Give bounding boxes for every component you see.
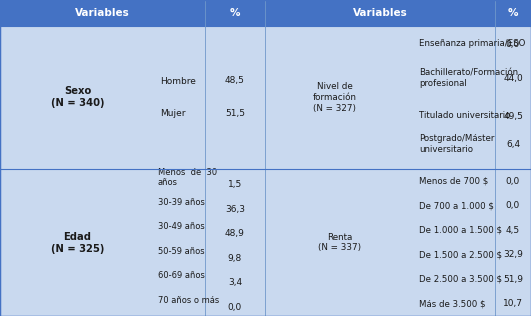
Text: 0,0: 0,0 [506, 201, 520, 210]
Text: 9,8: 9,8 [228, 254, 242, 263]
Text: %: % [230, 8, 240, 18]
Text: 70 años o más: 70 años o más [158, 295, 219, 305]
Text: Menos de 700 $: Menos de 700 $ [419, 177, 489, 186]
Text: De 1.000 a 1.500 $: De 1.000 a 1.500 $ [419, 226, 502, 235]
Text: De 2.500 a 3.500 $: De 2.500 a 3.500 $ [419, 275, 502, 284]
Text: Sexo
(N = 340): Sexo (N = 340) [51, 87, 104, 108]
Text: Nivel de
formación
(N = 327): Nivel de formación (N = 327) [313, 82, 357, 113]
Text: 30-39 años: 30-39 años [158, 198, 204, 207]
Text: Renta
(N = 337): Renta (N = 337) [319, 233, 362, 252]
Text: Mujer: Mujer [160, 110, 186, 118]
Text: 32,9: 32,9 [503, 250, 523, 259]
Text: 3,4: 3,4 [228, 278, 242, 288]
Text: 51,9: 51,9 [503, 275, 523, 284]
Text: 4,5: 4,5 [506, 226, 520, 235]
Text: 50-59 años: 50-59 años [158, 246, 204, 256]
Text: 30-49 años: 30-49 años [158, 222, 204, 231]
Bar [0, 26, 531, 169]
Text: 48,9: 48,9 [225, 229, 245, 239]
Text: 0,0: 0,0 [506, 177, 520, 186]
Text: 1,5: 1,5 [228, 180, 242, 189]
Bar [0, 0, 531, 26]
Text: 51,5: 51,5 [225, 110, 245, 118]
Text: Más de 3.500 $: Más de 3.500 $ [419, 299, 486, 308]
Text: 0,0: 0,0 [228, 303, 242, 312]
Text: 44,0: 44,0 [503, 74, 523, 82]
Text: Variables: Variables [353, 8, 407, 18]
Text: Titulado universitario: Titulado universitario [419, 112, 511, 120]
Text: 36,3: 36,3 [225, 205, 245, 214]
Text: 10,7: 10,7 [503, 299, 523, 308]
Text: De 1.500 a 2.500 $: De 1.500 a 2.500 $ [419, 250, 502, 259]
Text: Postgrado/Máster
universitario: Postgrado/Máster universitario [419, 134, 494, 154]
Bar [0, 169, 531, 316]
Text: Variables: Variables [75, 8, 130, 18]
Text: De 700 a 1.000 $: De 700 a 1.000 $ [419, 201, 494, 210]
Text: Enseñanza primaria/ESO: Enseñanza primaria/ESO [419, 40, 526, 48]
Text: Bachillerato/Formación
profesional: Bachillerato/Formación profesional [419, 68, 518, 88]
Text: Hombre: Hombre [160, 76, 196, 86]
Text: 49,5: 49,5 [503, 112, 523, 120]
Text: 60-69 años: 60-69 años [158, 271, 204, 280]
Text: Menos  de  30
años: Menos de 30 años [158, 168, 217, 187]
Text: Edad
(N = 325): Edad (N = 325) [51, 232, 104, 253]
Text: 48,5: 48,5 [225, 76, 245, 86]
Text: 0,0: 0,0 [506, 40, 520, 48]
Text: 6,4: 6,4 [506, 139, 520, 149]
Text: %: % [508, 8, 518, 18]
